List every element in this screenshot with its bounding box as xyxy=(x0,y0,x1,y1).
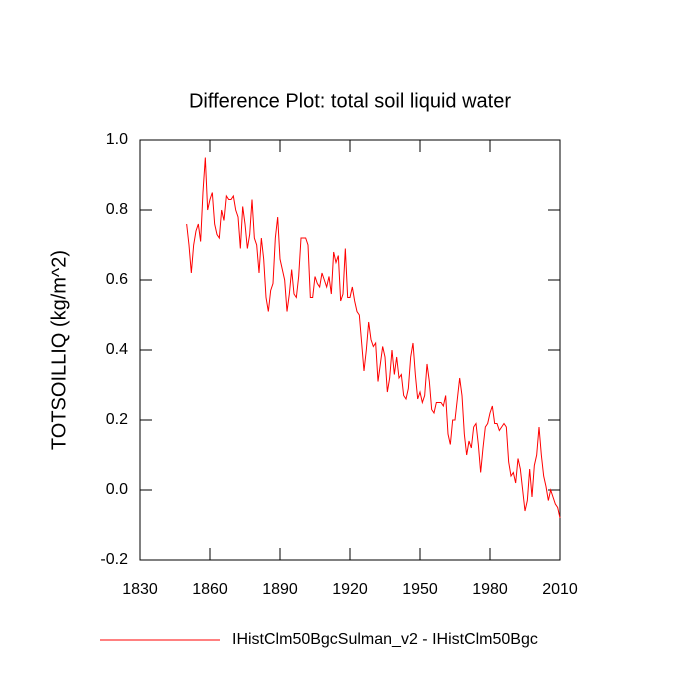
chart-title: Difference Plot: total soil liquid water xyxy=(189,90,511,112)
x-tick-label: 1830 xyxy=(122,581,158,598)
y-tick-label: 0.6 xyxy=(106,271,128,288)
x-tick-label: 1890 xyxy=(262,581,298,598)
y-tick-label: 1.0 xyxy=(106,131,128,148)
y-tick-label: 0.8 xyxy=(106,201,128,218)
x-tick-label: 1920 xyxy=(332,581,368,598)
x-tick-label: 2010 xyxy=(542,581,578,598)
y-tick-label: 0.0 xyxy=(106,481,128,498)
y-axis-label: TOTSOILLIQ (kg/m^2) xyxy=(48,250,70,450)
y-tick-label: 0.4 xyxy=(106,341,128,358)
x-tick-label: 1980 xyxy=(472,581,508,598)
y-tick-label: 0.2 xyxy=(106,411,128,428)
y-tick-label: -0.2 xyxy=(100,551,128,568)
data-line xyxy=(186,157,561,519)
x-tick-label: 1860 xyxy=(192,581,228,598)
x-tick-label: 1950 xyxy=(402,581,438,598)
legend-label: IHistClm50BgcSulman_v2 - IHistClm50Bgc xyxy=(232,631,538,648)
